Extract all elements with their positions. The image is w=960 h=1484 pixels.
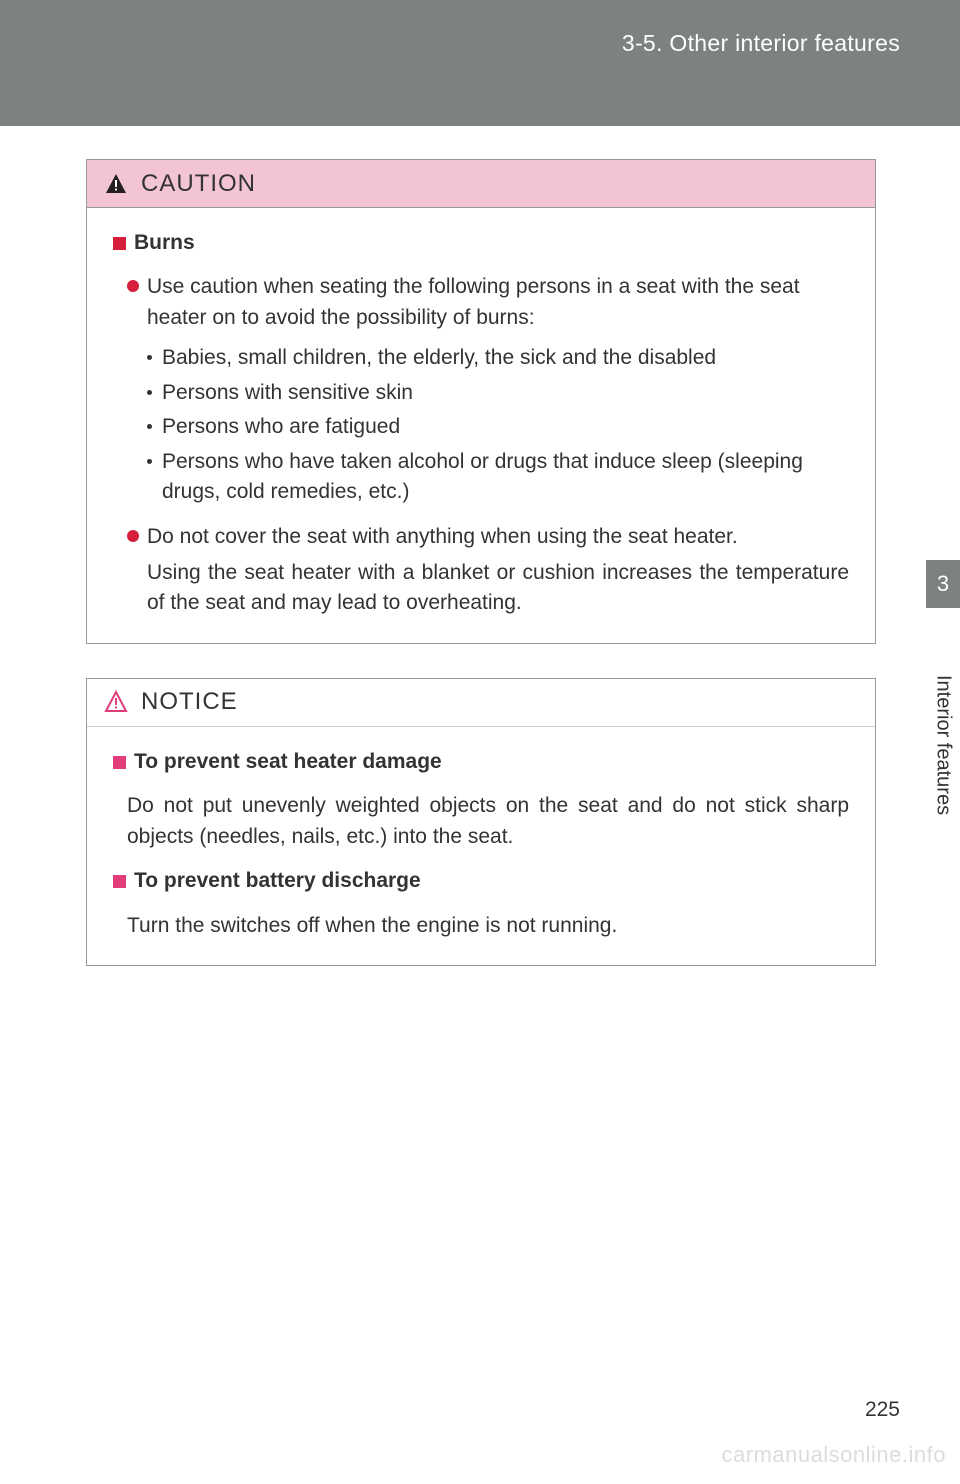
sub-item-text: Persons who are fatigued [162, 412, 400, 442]
notice-icon [103, 689, 129, 715]
caution-bullet-1: Use caution when seating the following p… [113, 272, 849, 333]
caution-bullet-2-text: Do not cover the seat with anything when… [147, 522, 738, 552]
content-area: CAUTION Burns Use caution when seating t… [86, 159, 876, 1000]
sub-item-text: Persons with sensitive skin [162, 378, 413, 408]
notice-heading-2: To prevent battery discharge [134, 866, 421, 896]
square-marker-icon [113, 875, 126, 888]
page-number: 225 [865, 1398, 900, 1422]
chapter-tab: 3 [926, 560, 960, 608]
caution-icon [103, 171, 129, 197]
chapter-number: 3 [937, 571, 949, 597]
sub-bullet-icon [147, 459, 152, 464]
sub-bullet-icon [147, 424, 152, 429]
notice-para-1: Do not put unevenly weighted objects on … [113, 791, 849, 852]
sub-item-text: Persons who have taken alcohol or drugs … [162, 447, 849, 508]
notice-body: To prevent seat heater damage Do not put… [87, 727, 875, 965]
caution-heading-row: Burns [113, 228, 849, 258]
caution-heading: Burns [134, 228, 195, 258]
caution-bullet-2: Do not cover the seat with anything when… [113, 522, 849, 552]
header-band: 3-5. Other interior features [0, 0, 960, 126]
caution-box: CAUTION Burns Use caution when seating t… [86, 159, 876, 644]
chapter-label: Interior features [926, 645, 960, 845]
notice-header: NOTICE [87, 679, 875, 727]
notice-heading-1: To prevent seat heater damage [134, 747, 442, 777]
notice-label: NOTICE [141, 688, 238, 716]
caution-bullet-1-text: Use caution when seating the following p… [147, 272, 849, 333]
sub-item: Persons with sensitive skin [147, 378, 849, 408]
square-marker-icon [113, 756, 126, 769]
sub-bullet-icon [147, 390, 152, 395]
caution-body: Burns Use caution when seating the follo… [87, 208, 875, 643]
caution-label: CAUTION [141, 170, 256, 198]
page: 3-5. Other interior features 3 Interior … [0, 0, 960, 1484]
notice-para-2: Turn the switches off when the engine is… [113, 911, 849, 941]
bullet-icon [127, 530, 139, 542]
notice-heading-2-row: To prevent battery discharge [113, 866, 849, 896]
bullet-icon [127, 280, 139, 292]
notice-heading-1-row: To prevent seat heater damage [113, 747, 849, 777]
caution-header: CAUTION [87, 160, 875, 208]
caution-bullet-2-cont: Using the seat heater with a blanket or … [113, 558, 849, 619]
sub-item: Persons who are fatigued [147, 412, 849, 442]
watermark: carmanualsonline.info [721, 1442, 946, 1468]
section-title: 3-5. Other interior features [622, 30, 900, 57]
sub-item: Babies, small children, the elderly, the… [147, 343, 849, 373]
sub-bullet-icon [147, 355, 152, 360]
notice-box: NOTICE To prevent seat heater damage Do … [86, 678, 876, 966]
square-marker-icon [113, 237, 126, 250]
sub-item: Persons who have taken alcohol or drugs … [147, 447, 849, 508]
caution-sublist: Babies, small children, the elderly, the… [113, 343, 849, 507]
sub-item-text: Babies, small children, the elderly, the… [162, 343, 716, 373]
